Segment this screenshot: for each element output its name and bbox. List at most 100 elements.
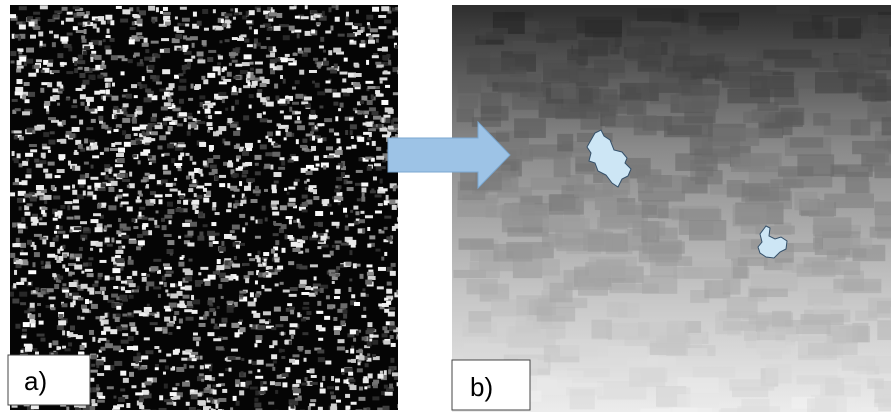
texture-cell xyxy=(118,148,125,153)
texture-cell xyxy=(750,289,788,297)
texture-cell xyxy=(154,220,157,225)
texture-cell xyxy=(354,302,360,306)
texture-cell xyxy=(26,48,34,53)
texture-cell xyxy=(235,64,242,67)
texture-cell xyxy=(315,83,320,88)
texture-cell xyxy=(82,238,85,241)
texture-cell xyxy=(114,265,117,268)
texture-cell xyxy=(236,276,239,281)
texture-cell xyxy=(76,335,83,339)
texture-cell xyxy=(302,209,308,212)
texture-cell xyxy=(378,303,385,306)
texture-cell xyxy=(804,257,835,267)
texture-cell xyxy=(190,156,193,161)
texture-cell xyxy=(37,303,41,306)
texture-cell xyxy=(47,63,53,67)
texture-cell xyxy=(87,191,93,195)
texture-cell xyxy=(205,311,208,316)
texture-cell xyxy=(457,108,474,122)
texture-cell xyxy=(203,198,209,203)
texture-cell xyxy=(290,405,294,409)
texture-cell xyxy=(222,23,227,27)
texture-cell xyxy=(205,109,211,114)
texture-cell xyxy=(170,283,175,287)
texture-cell xyxy=(342,372,345,375)
texture-cell xyxy=(197,121,205,124)
texture-cell xyxy=(42,239,46,244)
texture-cell xyxy=(167,209,174,214)
texture-cell xyxy=(194,193,197,197)
texture-cell xyxy=(155,225,160,228)
texture-cell xyxy=(368,128,376,131)
texture-cell xyxy=(245,162,252,166)
texture-cell xyxy=(236,159,239,162)
texture-cell xyxy=(139,10,146,15)
texture-cell xyxy=(327,386,334,389)
texture-cell xyxy=(560,338,608,356)
texture-cell xyxy=(252,361,257,365)
texture-cell xyxy=(393,92,399,95)
texture-cell xyxy=(114,361,122,366)
texture-cell xyxy=(76,30,84,33)
texture-cell xyxy=(121,235,129,239)
texture-cell xyxy=(52,273,56,277)
texture-cell xyxy=(179,301,184,304)
texture-cell xyxy=(177,200,181,204)
texture-cell xyxy=(207,57,213,62)
texture-cell xyxy=(198,272,201,275)
texture-cell xyxy=(40,41,43,46)
texture-cell xyxy=(36,69,39,73)
texture-cell xyxy=(257,8,261,12)
texture-cell xyxy=(384,216,391,219)
texture-cell xyxy=(345,117,349,121)
texture-cell xyxy=(168,92,173,95)
texture-cell xyxy=(82,80,89,85)
texture-cell xyxy=(277,266,283,270)
texture-cell xyxy=(378,26,386,29)
texture-cell xyxy=(48,162,55,166)
texture-cell xyxy=(122,333,128,336)
texture-cell xyxy=(212,202,216,207)
texture-cell xyxy=(385,107,393,112)
texture-cell xyxy=(349,118,353,121)
texture-cell xyxy=(302,236,308,240)
texture-cell xyxy=(192,162,196,165)
texture-cell xyxy=(153,286,161,289)
texture-cell xyxy=(583,232,613,251)
texture-cell xyxy=(392,30,400,35)
texture-cell xyxy=(98,16,104,21)
texture-cell xyxy=(493,244,532,262)
texture-cell xyxy=(70,325,75,330)
texture-cell xyxy=(667,321,688,343)
texture-cell xyxy=(386,301,391,305)
texture-cell xyxy=(150,322,158,325)
texture-cell xyxy=(325,31,331,34)
texture-cell xyxy=(69,332,73,337)
texture-cell xyxy=(271,327,276,330)
texture-cell xyxy=(350,210,353,213)
texture-cell xyxy=(346,146,351,149)
texture-cell xyxy=(365,81,373,84)
texture-cell xyxy=(99,260,106,263)
texture-cell xyxy=(108,205,116,210)
texture-cell xyxy=(165,22,170,26)
texture-cell xyxy=(107,224,112,227)
texture-cell xyxy=(327,155,334,158)
texture-cell xyxy=(364,386,367,389)
texture-cell xyxy=(304,96,312,100)
texture-cell xyxy=(283,79,286,84)
texture-cell xyxy=(255,186,259,191)
texture-cell xyxy=(274,143,278,146)
texture-cell xyxy=(776,6,809,14)
texture-cell xyxy=(30,303,35,308)
texture-cell xyxy=(156,7,159,12)
texture-cell xyxy=(41,261,44,265)
texture-cell xyxy=(356,350,363,353)
texture-cell xyxy=(119,295,127,300)
texture-cell xyxy=(40,338,45,342)
texture-cell xyxy=(317,349,324,353)
texture-cell xyxy=(90,57,93,62)
texture-cell xyxy=(88,75,95,80)
texture-cell xyxy=(144,38,148,43)
texture-cell xyxy=(18,229,23,233)
